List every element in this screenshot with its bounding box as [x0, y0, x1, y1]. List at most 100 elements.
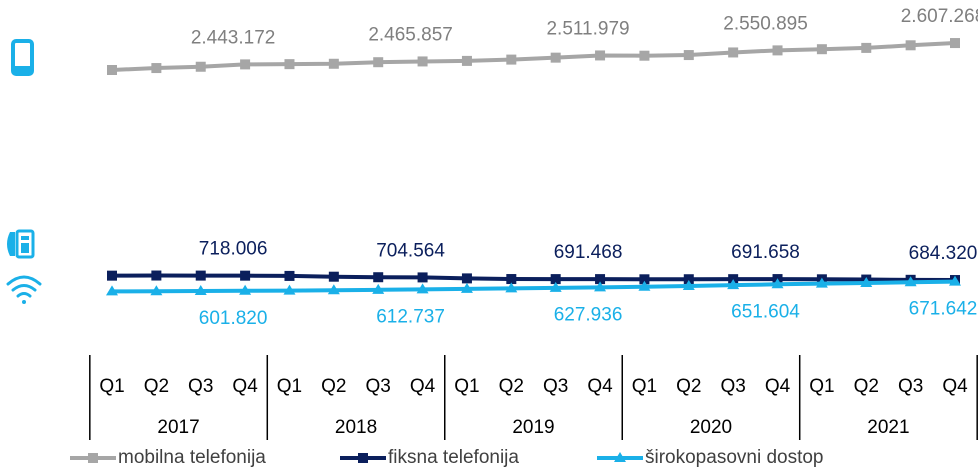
- data-label: 2.443.172: [191, 27, 276, 48]
- data-point: [639, 274, 650, 285]
- x-tick-label: Q1: [454, 376, 479, 397]
- data-point: [595, 50, 606, 61]
- data-point: [639, 50, 650, 61]
- x-group-label: 2017: [157, 417, 199, 438]
- data-point: [595, 274, 606, 285]
- data-point: [328, 271, 339, 282]
- data-point: [372, 283, 385, 294]
- data-point: [904, 276, 917, 287]
- data-point: [283, 284, 296, 295]
- data-point: [950, 38, 960, 49]
- landline-icon: [7, 229, 35, 259]
- data-point: [728, 47, 739, 58]
- x-tick-label: Q3: [188, 376, 213, 397]
- data-point: [239, 284, 252, 295]
- data-point: [107, 65, 117, 75]
- legend-label: širokopasovni dostop: [645, 447, 824, 468]
- data-point: [550, 52, 561, 63]
- data-label: 691.658: [731, 242, 800, 263]
- data-label: 651.604: [731, 301, 800, 322]
- data-point: [506, 54, 517, 65]
- data-point: [682, 280, 695, 291]
- data-point: [150, 285, 163, 296]
- data-point: [284, 59, 295, 70]
- data-point: [772, 45, 783, 56]
- data-point: [861, 42, 872, 53]
- data-point: [194, 285, 207, 295]
- data-point: [683, 274, 694, 285]
- x-tick-label: Q4: [765, 376, 791, 397]
- data-label: 704.564: [376, 240, 445, 261]
- data-point: [550, 274, 561, 285]
- data-point: [417, 56, 428, 67]
- data-point: [195, 270, 206, 281]
- x-group-label: 2018: [335, 417, 377, 438]
- data-point: [505, 282, 518, 293]
- x-tick-label: Q4: [942, 376, 968, 397]
- data-point: [638, 280, 651, 291]
- series-line: [111, 41, 956, 72]
- data-label: 627.936: [554, 304, 623, 325]
- data-label: 691.468: [554, 242, 623, 263]
- x-group-label: 2019: [512, 417, 554, 438]
- x-tick-label: Q1: [277, 376, 302, 397]
- x-group-label: 2020: [690, 417, 732, 438]
- x-tick-label: Q1: [632, 376, 657, 397]
- data-point: [373, 57, 384, 68]
- data-point: [683, 50, 694, 61]
- data-point: [416, 283, 429, 294]
- x-tick-label: Q1: [99, 376, 124, 397]
- data-point: [816, 44, 827, 55]
- data-point: [549, 281, 562, 292]
- data-point: [195, 61, 206, 72]
- data-label: 671.642: [909, 299, 978, 320]
- data-point: [461, 273, 472, 284]
- data-point: [417, 272, 428, 283]
- mobile-icon: [11, 39, 34, 76]
- data-point: [771, 278, 784, 289]
- x-tick-label: Q4: [232, 376, 258, 397]
- data-point: [328, 58, 339, 69]
- x-tick-label: Q3: [720, 376, 745, 397]
- x-tick-label: Q2: [676, 376, 701, 397]
- legend-label: fiksna telefonija: [388, 447, 519, 468]
- data-point: [727, 279, 740, 290]
- data-point: [240, 59, 251, 70]
- data-point: [327, 284, 340, 295]
- data-point: [949, 275, 961, 286]
- data-point: [106, 285, 118, 296]
- data-point: [506, 274, 517, 285]
- data-point: [815, 277, 828, 288]
- x-tick-label: Q2: [144, 376, 169, 397]
- legend-marker: [88, 453, 98, 463]
- data-label: 612.737: [376, 306, 445, 327]
- x-tick-label: Q4: [587, 376, 613, 397]
- x-tick-label: Q4: [410, 376, 436, 397]
- data-point: [151, 63, 162, 74]
- x-tick-label: Q2: [499, 376, 524, 397]
- data-point: [905, 40, 916, 51]
- data-point: [107, 270, 117, 281]
- data-point: [373, 272, 384, 283]
- legend-label: mobilna telefonija: [118, 447, 266, 468]
- data-point: [594, 281, 607, 292]
- data-point: [240, 270, 251, 281]
- data-label: 601.820: [199, 308, 268, 329]
- x-tick-label: Q2: [854, 376, 879, 397]
- x-tick-label: Q2: [321, 376, 346, 397]
- series-line: [111, 279, 956, 294]
- x-tick-label: Q3: [366, 376, 391, 397]
- data-point: [151, 270, 162, 281]
- data-point: [860, 276, 873, 287]
- series-line: [111, 273, 956, 283]
- data-label: 2.550.895: [723, 13, 808, 34]
- data-label: 2.465.857: [368, 24, 453, 45]
- legend-marker: [358, 453, 368, 463]
- data-point: [284, 270, 295, 281]
- data-point: [461, 55, 472, 66]
- data-label: 684.320: [909, 243, 978, 264]
- x-tick-label: Q3: [543, 376, 568, 397]
- data-point: [460, 282, 473, 293]
- legend-marker: [614, 452, 626, 462]
